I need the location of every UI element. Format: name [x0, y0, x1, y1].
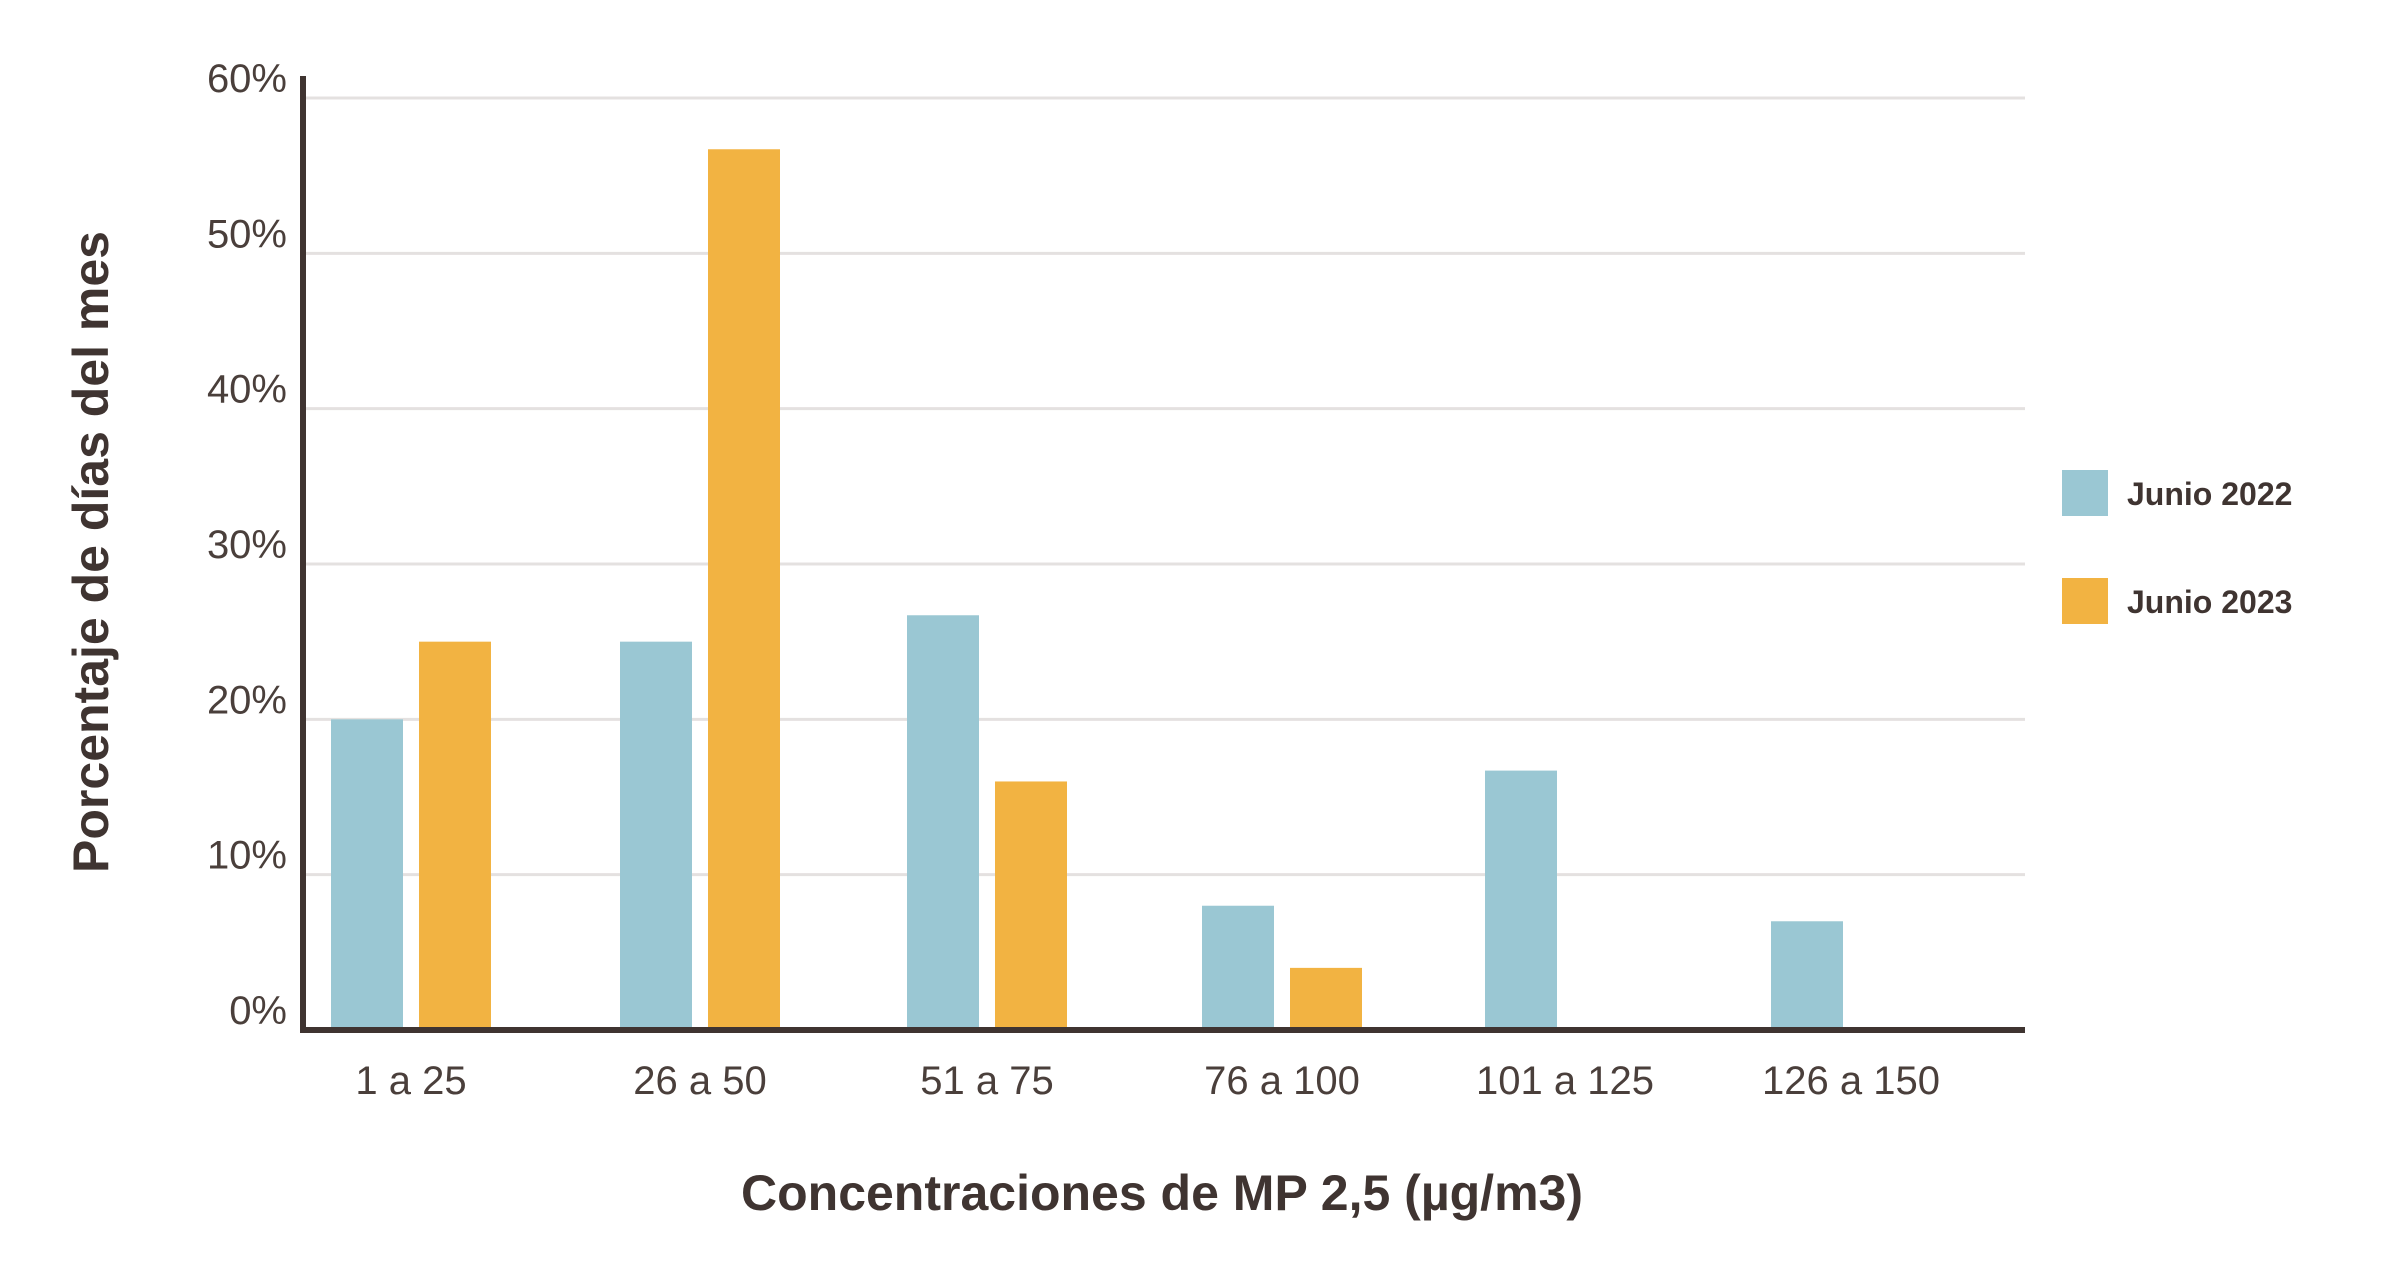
x-tick-labels: 1 a 25 26 a 50 51 a 75 76 a 100 101 a 125 126… — [355, 1059, 1940, 1103]
y-axis-title: Porcentaje de días del mes — [63, 231, 119, 873]
bar-junio-2022-4 — [1202, 905, 1274, 1030]
y-tick-label: 0% — [229, 989, 287, 1033]
bars — [331, 149, 1843, 1030]
y-tick-labels: 0% 10% 20% 30% 40% 50% 60% — [207, 57, 287, 1033]
bar-junio-2023-2 — [708, 149, 780, 1030]
x-tick-label: 1 a 25 — [355, 1059, 466, 1103]
gridlines — [303, 96, 2025, 877]
legend-label: Junio 2022 — [2127, 476, 2292, 512]
bar-junio-2022-1 — [331, 719, 403, 1030]
y-tick-label: 30% — [207, 523, 287, 567]
legend: Junio 2022 Junio 2023 — [2062, 470, 2292, 624]
x-tick-label: 126 a 150 — [1762, 1059, 1940, 1103]
bar-junio-2023-4 — [1290, 967, 1362, 1030]
x-tick-label: 101 a 125 — [1476, 1059, 1654, 1103]
x-tick-label: 51 a 75 — [920, 1059, 1053, 1103]
y-tick-label: 10% — [207, 834, 287, 878]
y-tick-label: 50% — [207, 212, 287, 256]
bar-junio-2022-6 — [1771, 921, 1843, 1030]
legend-swatch — [2062, 578, 2108, 624]
bar-junio-2023-3 — [995, 781, 1067, 1030]
y-tick-label: 60% — [207, 57, 287, 101]
bar-junio-2022-2 — [620, 641, 692, 1030]
x-axis-title: Concentraciones de MP 2,5 (µg/m3) — [741, 1165, 1583, 1221]
legend-swatch — [2062, 470, 2108, 516]
bar-junio-2023-1 — [419, 641, 491, 1030]
bar-junio-2022-3 — [907, 615, 979, 1030]
x-tick-label: 26 a 50 — [633, 1059, 766, 1103]
y-tick-label: 20% — [207, 678, 287, 722]
x-tick-label: 76 a 100 — [1204, 1059, 1360, 1103]
bar-junio-2022-5 — [1485, 770, 1557, 1030]
axes — [300, 76, 2025, 1033]
legend-label: Junio 2023 — [2127, 584, 2292, 620]
y-tick-label: 40% — [207, 368, 287, 412]
